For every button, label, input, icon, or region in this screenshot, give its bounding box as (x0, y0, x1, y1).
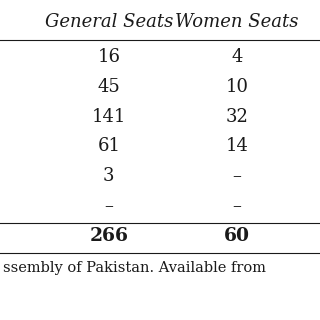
Text: 10: 10 (225, 78, 248, 96)
Text: 141: 141 (92, 108, 126, 125)
Text: General Seats: General Seats (44, 13, 173, 31)
Text: ssembly of Pakistan. Available from: ssembly of Pakistan. Available from (3, 261, 266, 275)
Text: 16: 16 (97, 48, 120, 66)
Text: –: – (104, 197, 113, 215)
Text: 4: 4 (231, 48, 243, 66)
Text: 14: 14 (225, 137, 248, 155)
Text: 32: 32 (225, 108, 248, 125)
Text: 45: 45 (97, 78, 120, 96)
Text: 266: 266 (89, 227, 128, 244)
Text: Women Seats: Women Seats (175, 13, 299, 31)
Text: 60: 60 (224, 227, 250, 244)
Text: 3: 3 (103, 167, 115, 185)
Text: –: – (232, 167, 241, 185)
Text: 61: 61 (97, 137, 120, 155)
Text: –: – (232, 197, 241, 215)
